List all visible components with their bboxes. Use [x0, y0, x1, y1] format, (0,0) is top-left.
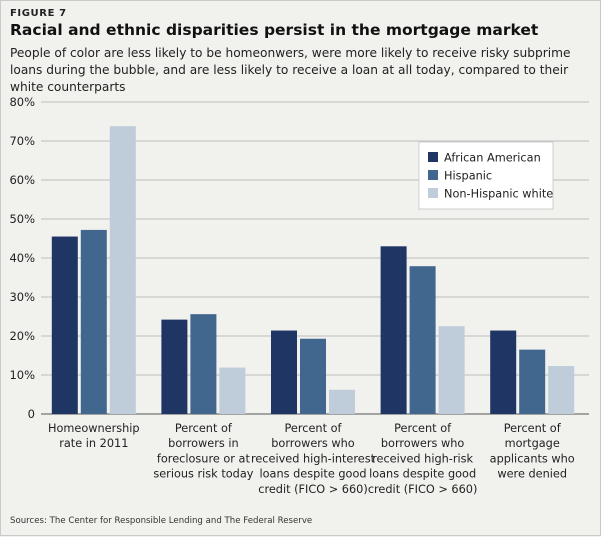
x-category-label-line: borrowers who [381, 437, 465, 450]
x-category-label: Percent of borrowers in foreclosure or at s… [153, 422, 253, 481]
bar-hispanic [190, 314, 217, 414]
x-category-label-line: were denied [497, 468, 567, 481]
y-tick-label: 60% [9, 173, 35, 187]
x-category-label: Percent of borrowers who received high-ris… [368, 422, 478, 496]
bar-non-hispanic-white [109, 126, 136, 415]
x-category-label: Percent of mortgage applicants who were den… [490, 422, 575, 481]
x-category-label-line: serious risk today [153, 468, 253, 481]
legend-label: African American [444, 152, 541, 165]
bar-hispanic [300, 338, 326, 414]
x-category-label-line: Percent of [175, 422, 233, 435]
x-category-label-line: loans despite good [259, 468, 366, 481]
bar-african-american [271, 330, 297, 414]
y-tick-label: 80% [9, 95, 35, 109]
y-tick-label: 70% [9, 134, 35, 148]
x-category-label-line: received high-risk [372, 452, 473, 465]
bar-non-hispanic-white [438, 326, 465, 414]
x-category-label: Homeownership rate in 2011 [48, 422, 140, 450]
x-category-label-line: borrowers who [271, 437, 355, 450]
chart-title: Racial and ethnic disparities persist in… [10, 21, 539, 39]
bar-non-hispanic-white [548, 366, 575, 414]
x-category-label-line: rate in 2011 [59, 437, 128, 450]
x-category-label-line: borrowers in [168, 437, 238, 450]
x-category-label-line: mortgage [505, 437, 560, 450]
bar-african-american [51, 236, 78, 414]
bar-hispanic [409, 266, 436, 414]
legend-swatch [428, 188, 438, 198]
x-category-label-line: Percent of [285, 422, 343, 435]
legend-label: Hispanic [444, 170, 492, 183]
x-category-label-line: Percent of [504, 422, 562, 435]
figure-label: FIGURE 7 [10, 8, 67, 19]
legend-box [418, 141, 554, 210]
x-category-label-line: loans despite good [369, 468, 476, 481]
bar-african-american [490, 330, 517, 414]
x-category-label-line: received high-interest [251, 452, 376, 465]
x-category-label-line: Homeownership [48, 422, 140, 435]
y-tick-label: 20% [9, 329, 35, 343]
legend-swatch [428, 170, 438, 180]
bar-non-hispanic-white [219, 367, 246, 414]
chart-subtitle: People of color are less likely to be ho… [10, 46, 571, 94]
y-tick-label: 10% [9, 368, 35, 382]
x-category-label: Percent of borrowers who received high-int… [251, 422, 376, 496]
x-category-label-line: applicants who [490, 452, 575, 465]
bar-non-hispanic-white [329, 389, 355, 414]
bar-hispanic [80, 229, 107, 414]
source-note: Sources: The Center for Responsible Lend… [10, 516, 313, 526]
x-category-label-line: credit (FICO > 660) [258, 483, 368, 496]
legend-swatch [428, 152, 438, 162]
bar-african-american [380, 246, 407, 414]
x-category-label-line: credit (FICO > 660) [368, 483, 478, 496]
y-tick-label: 40% [9, 251, 35, 265]
x-category-label-line: foreclosure or at [157, 452, 251, 465]
bar-african-american [161, 319, 188, 414]
y-tick-label: 50% [9, 212, 35, 226]
legend-label: Non-Hispanic white [444, 188, 553, 201]
x-category-label-line: Percent of [394, 422, 452, 435]
bar-hispanic [519, 349, 546, 414]
y-tick-label: 30% [9, 290, 35, 304]
y-tick-label: 0 [28, 407, 35, 421]
